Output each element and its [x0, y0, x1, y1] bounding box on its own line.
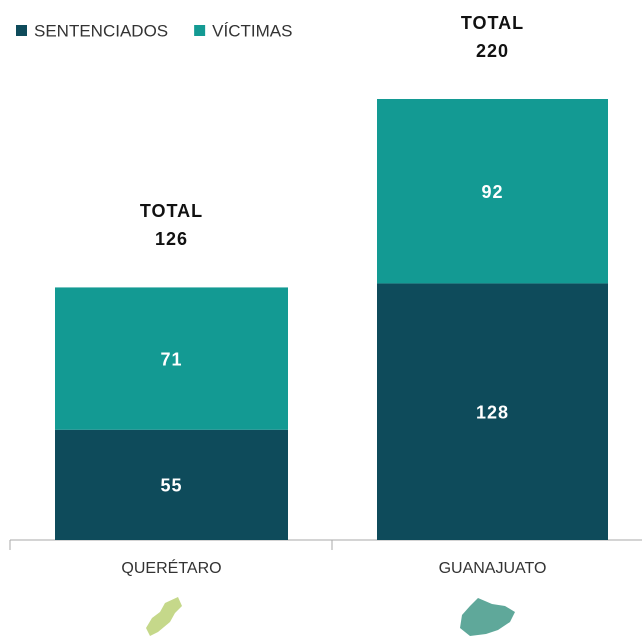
- segment-label: 55: [160, 476, 182, 496]
- total-heading: TOTAL: [461, 13, 524, 33]
- legend-swatch: [194, 25, 206, 36]
- legend-label: VÍCTIMAS: [212, 21, 292, 40]
- total-heading: TOTAL: [140, 201, 203, 221]
- bar-segment: [55, 429, 288, 540]
- segment-label: 71: [160, 349, 182, 369]
- legend-swatch: [16, 25, 27, 36]
- bar-segment: [55, 287, 288, 430]
- x-tick-label: QUERÉTARO: [121, 558, 221, 577]
- bar-segment: [377, 99, 608, 284]
- segment-label: 92: [481, 182, 503, 202]
- x-tick-label: GUANAJUATO: [439, 560, 547, 577]
- segment-label: 128: [476, 402, 509, 422]
- legend-label: SENTENCIADOS: [34, 21, 168, 40]
- queretaro-map-icon: [146, 597, 182, 636]
- bar-segment: [377, 283, 608, 540]
- total-value: 126: [155, 229, 188, 249]
- total-value: 220: [476, 41, 509, 61]
- guanajuato-map-icon: [460, 598, 515, 636]
